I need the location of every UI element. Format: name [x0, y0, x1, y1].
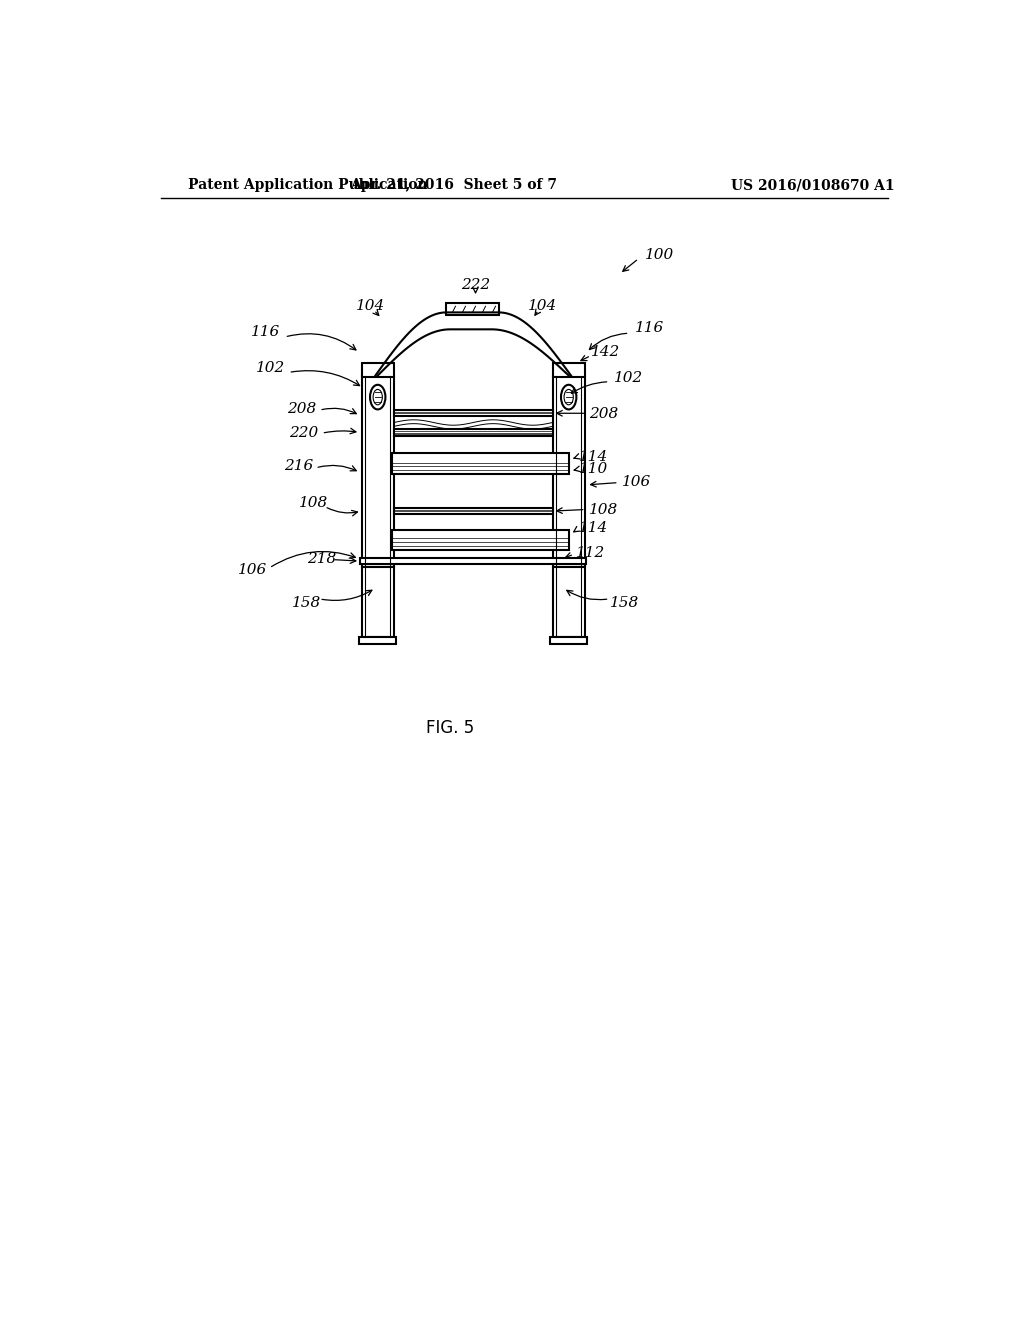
- Bar: [550, 638, 587, 644]
- Text: Apr. 21, 2016  Sheet 5 of 7: Apr. 21, 2016 Sheet 5 of 7: [350, 178, 557, 193]
- Text: 102: 102: [256, 360, 286, 375]
- Text: 106: 106: [622, 475, 651, 488]
- Text: 114: 114: [579, 521, 608, 535]
- Text: 112: 112: [575, 545, 605, 560]
- Text: 116: 116: [635, 321, 665, 335]
- Bar: [361, 363, 394, 378]
- Text: 220: 220: [289, 426, 318, 441]
- Text: 216: 216: [284, 459, 313, 474]
- Text: 222: 222: [461, 279, 490, 293]
- Bar: [391, 529, 569, 549]
- Bar: [446, 304, 499, 315]
- Text: 158: 158: [292, 597, 321, 610]
- Text: 208: 208: [590, 407, 618, 421]
- Text: 104: 104: [528, 300, 557, 313]
- Ellipse shape: [561, 385, 577, 409]
- Bar: [391, 453, 569, 474]
- Bar: [360, 558, 587, 564]
- Text: 106: 106: [238, 564, 267, 577]
- Bar: [553, 363, 585, 378]
- Text: 158: 158: [609, 597, 639, 610]
- Text: 218: 218: [307, 552, 336, 566]
- Text: US 2016/0108670 A1: US 2016/0108670 A1: [731, 178, 895, 193]
- Text: 108: 108: [299, 496, 329, 511]
- Bar: [553, 375, 585, 566]
- Text: FIG. 5: FIG. 5: [426, 719, 474, 737]
- Text: 110: 110: [579, 462, 608, 477]
- Bar: [394, 411, 553, 416]
- Bar: [361, 566, 394, 638]
- Text: 104: 104: [356, 300, 385, 313]
- Text: 108: 108: [589, 503, 617, 516]
- Bar: [361, 375, 394, 566]
- Bar: [394, 508, 553, 515]
- Ellipse shape: [373, 389, 382, 405]
- Text: 116: 116: [251, 325, 280, 339]
- Text: 208: 208: [287, 401, 316, 416]
- Bar: [394, 429, 553, 436]
- Bar: [553, 566, 585, 638]
- Ellipse shape: [564, 389, 573, 405]
- Text: 142: 142: [591, 346, 621, 359]
- Text: 114: 114: [579, 450, 608, 465]
- Bar: [359, 638, 396, 644]
- Text: Patent Application Publication: Patent Application Publication: [188, 178, 428, 193]
- Text: 102: 102: [614, 371, 643, 385]
- Text: 100: 100: [645, 248, 674, 261]
- Ellipse shape: [370, 385, 385, 409]
